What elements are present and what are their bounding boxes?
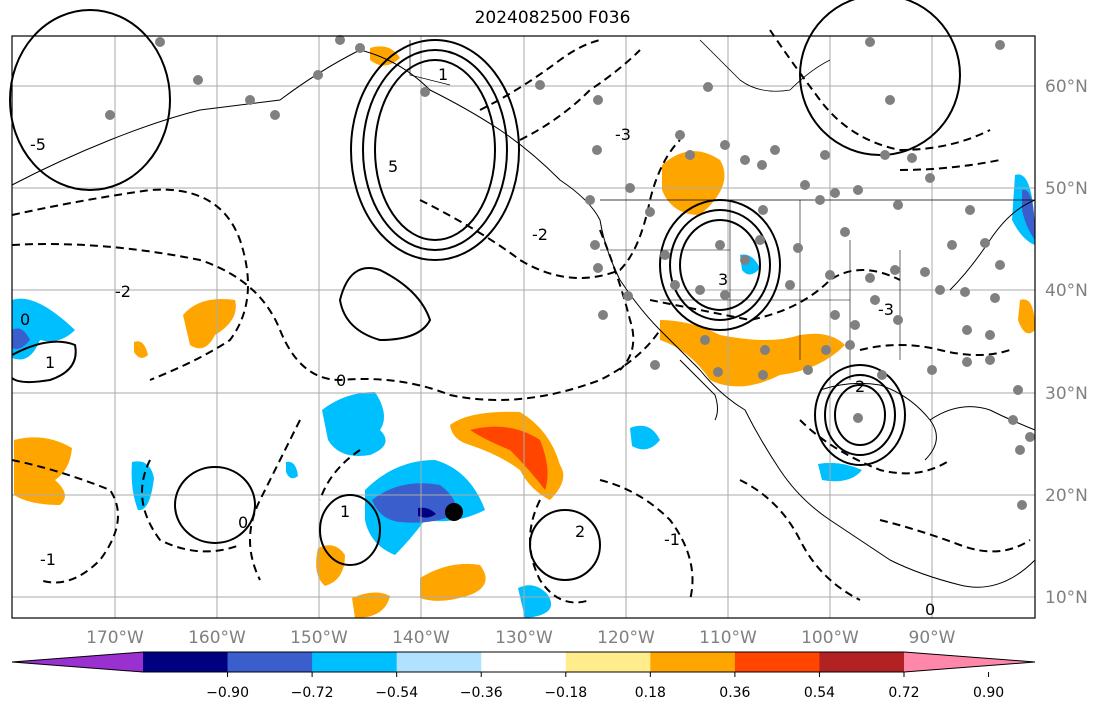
colorbar-tick-label: −0.18 — [544, 685, 587, 701]
lat-label: 50°N — [1045, 179, 1088, 199]
contour-label: -2 — [115, 282, 131, 301]
lon-label: 100°W — [801, 628, 859, 648]
colorbar-segment — [481, 652, 567, 672]
storm-center-marker — [445, 503, 463, 521]
contour-label: 1 — [340, 502, 350, 521]
lon-label: 160°W — [188, 628, 246, 648]
colorbar-segment — [734, 652, 820, 672]
colorbar-tick-label: −0.36 — [460, 685, 503, 701]
contour-label: -2 — [532, 225, 548, 244]
graticule — [12, 36, 1035, 618]
lat-label: 10°N — [1045, 588, 1088, 608]
colorbar: −0.90 −0.72 −0.54 −0.36 −0.18 0.18 0.36 0.54 0.7… — [11, 651, 1036, 701]
latitude-labels: 60°N 50°N 40°N 30°N 20°N 10°N — [1045, 77, 1088, 608]
contour-label: 5 — [388, 157, 398, 176]
colorbar-tick-label: 0.90 — [973, 685, 1004, 701]
map-frame — [11, 35, 1036, 619]
positive-shading — [14, 46, 1035, 618]
lon-label: 110°W — [699, 628, 757, 648]
contour-label: 3 — [718, 270, 728, 289]
contour-label: -1 — [40, 550, 56, 569]
lat-label: 30°N — [1045, 384, 1088, 404]
lat-label: 20°N — [1045, 486, 1088, 506]
contour-labels: -3 1 5 3 2 2 1 0 -2 -2 -1 -1 0 -5 -3 0 1… — [20, 65, 935, 619]
contour-label: 1 — [438, 65, 448, 84]
lon-label: 140°W — [392, 628, 450, 648]
lon-label: 120°W — [597, 628, 655, 648]
colorbar-tick-label: −0.90 — [206, 685, 249, 701]
lon-label: 150°W — [290, 628, 348, 648]
contour-label: -1 — [664, 530, 680, 549]
contour-label: 0 — [20, 310, 30, 329]
contour-label: 0 — [336, 371, 346, 390]
contour-label: 1 — [45, 353, 55, 372]
negative-shading — [12, 174, 1035, 618]
lon-label: 90°W — [909, 628, 956, 648]
colorbar-segment — [396, 652, 482, 672]
colorbar-segment — [312, 652, 398, 672]
lat-label: 60°N — [1045, 77, 1088, 97]
colorbar-tick-label: −0.54 — [375, 685, 418, 701]
station-markers — [105, 35, 1035, 510]
contour-label: -3 — [615, 125, 631, 144]
contour-label: 2 — [575, 522, 585, 541]
contour-label: 2 — [855, 377, 865, 396]
dashed-contours — [11, 29, 1031, 604]
lat-label: 40°N — [1045, 281, 1088, 301]
colorbar-tick-label: 0.72 — [888, 685, 919, 701]
lon-label: 170°W — [86, 628, 144, 648]
contour-label: -3 — [878, 300, 894, 319]
colorbar-tick-label: 0.54 — [804, 685, 835, 701]
colorbar-segment — [565, 652, 651, 672]
contour-label: -5 — [30, 135, 46, 154]
contour-label: 0 — [925, 600, 935, 619]
colorbar-tick-label: 0.36 — [719, 685, 750, 701]
contour-label: 0 — [238, 513, 248, 532]
lon-label: 130°W — [495, 628, 553, 648]
colorbar-extend-max — [904, 652, 1035, 672]
colorbar-tick-label: 0.18 — [635, 685, 666, 701]
longitude-labels: 170°W 160°W 150°W 140°W 130°W 120°W 110°… — [86, 628, 956, 648]
colorbar-segment — [227, 652, 313, 672]
colorbar-tick-label: −0.72 — [291, 685, 334, 701]
map-title: 2024082500 F036 — [474, 8, 631, 28]
colorbar-extend-min — [12, 652, 143, 672]
colorbar-segment — [143, 652, 229, 672]
colorbar-segment — [819, 652, 905, 672]
colorbar-segment — [650, 652, 736, 672]
